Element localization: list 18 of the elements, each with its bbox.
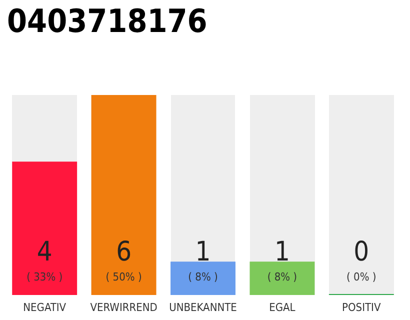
x-tick-label: UNBEKANNTE xyxy=(169,301,237,314)
annotation: ( 8% ) xyxy=(188,270,218,284)
annotation: ( 0% ) xyxy=(346,270,376,284)
data-label: 1 xyxy=(274,236,290,268)
bar xyxy=(250,262,315,295)
bar xyxy=(170,262,236,295)
data-label: 4 xyxy=(36,236,52,268)
data-label: 1 xyxy=(195,236,211,268)
x-tick-label: POSITIV xyxy=(342,301,381,314)
chart-title: 0403718176 xyxy=(7,2,208,40)
annotation: ( 50% ) xyxy=(106,270,142,284)
annotation: ( 8% ) xyxy=(267,270,298,284)
annotation: ( 33% ) xyxy=(26,270,63,284)
x-tick-label: VERWIRREND xyxy=(90,301,158,314)
data-label: 0 xyxy=(354,236,370,268)
data-label: 6 xyxy=(116,236,132,268)
x-tick-label: EGAL xyxy=(269,301,296,314)
x-tick-label: NEGATIV xyxy=(23,301,66,314)
